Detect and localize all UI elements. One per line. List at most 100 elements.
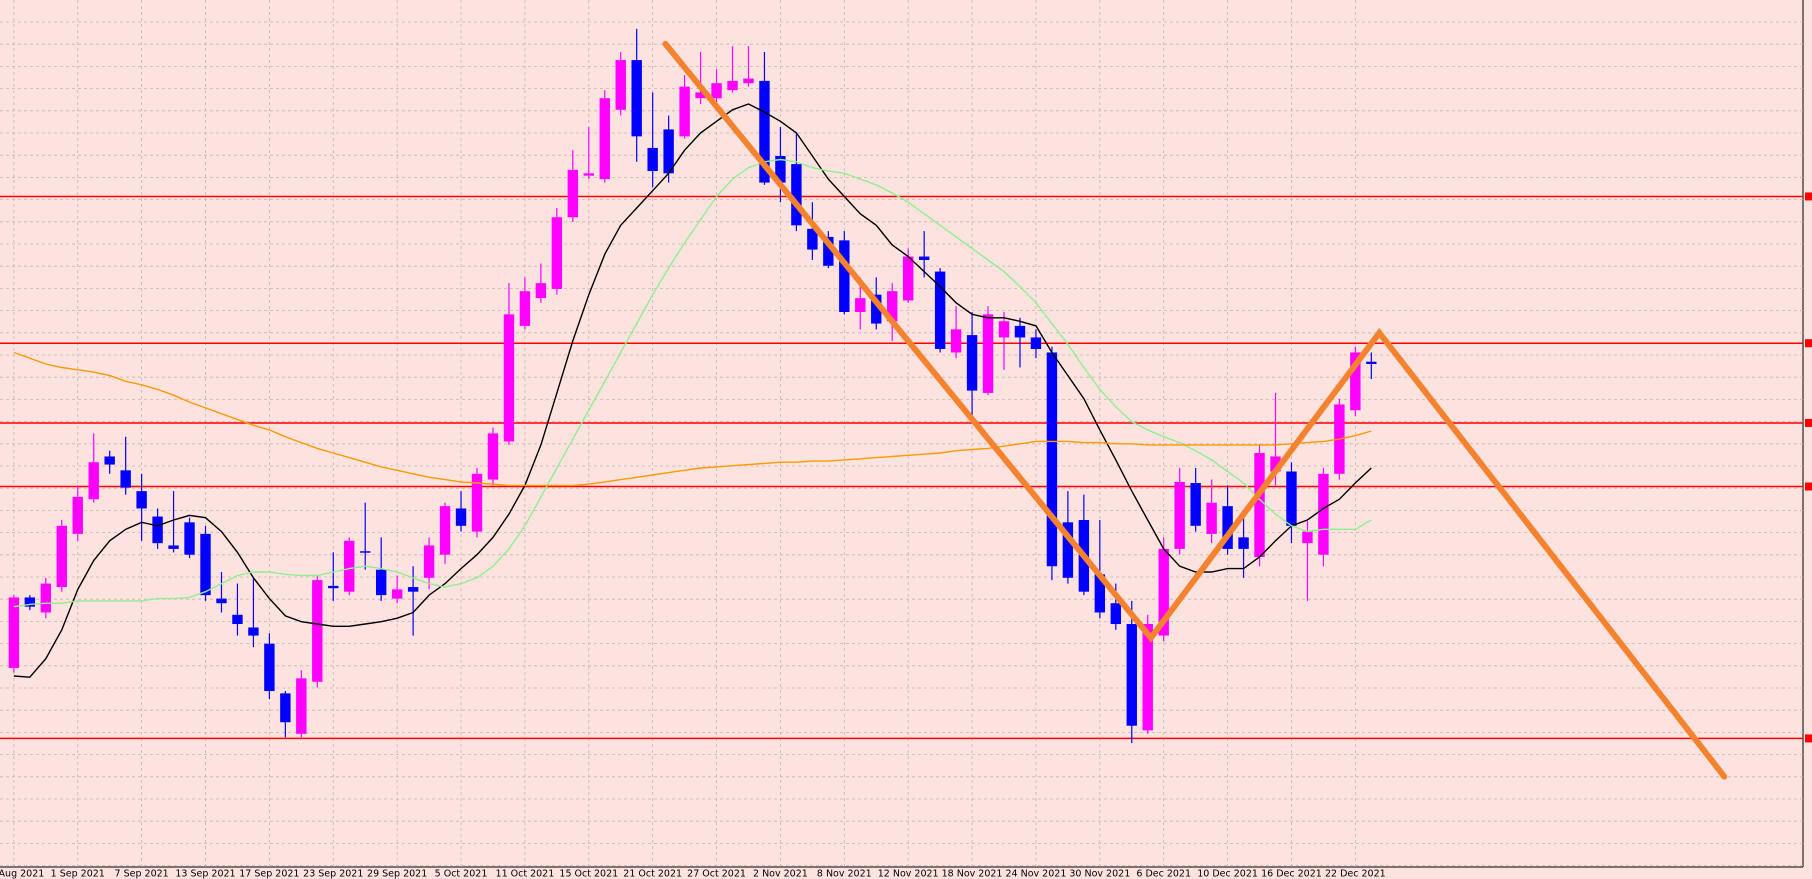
candle-body <box>439 506 451 555</box>
candle-body <box>216 598 227 604</box>
candle-body <box>679 86 690 137</box>
candle-body <box>248 627 259 636</box>
candle-body <box>743 78 754 84</box>
x-tick-label: 15 Oct 2021 <box>559 869 618 879</box>
candle-body <box>519 291 531 326</box>
moving-average-line <box>13 158 1372 608</box>
x-tick-label: 29 Sep 2021 <box>367 869 427 879</box>
candle-body <box>711 83 722 99</box>
candle-body <box>1254 452 1265 557</box>
moving-average-line <box>13 351 1372 487</box>
candle-body <box>344 540 355 592</box>
candle-body <box>487 433 499 480</box>
candle-body <box>120 470 131 488</box>
candle-body <box>455 508 467 526</box>
x-tick-label: 21 Oct 2021 <box>623 869 682 879</box>
candle-body <box>615 60 626 110</box>
candle-body <box>391 589 403 599</box>
candle-body <box>647 147 658 172</box>
candle-body <box>998 321 1010 338</box>
x-tick-label: 16 Dec 2021 <box>1261 869 1322 879</box>
candle-body <box>1126 624 1137 726</box>
candle-body <box>855 298 866 313</box>
candle-body <box>1030 337 1042 349</box>
candle-body <box>567 169 579 218</box>
x-tick-label: 5 Oct 2021 <box>435 869 488 879</box>
candle-body <box>1190 483 1201 526</box>
candle-body <box>1318 473 1329 555</box>
candle-body <box>1222 506 1233 549</box>
candle-body <box>1174 481 1185 549</box>
candle-body <box>72 496 83 534</box>
trend-line <box>662 40 1728 780</box>
candle-body <box>982 314 994 393</box>
candle-body <box>1110 603 1121 625</box>
candle-body <box>40 583 52 613</box>
x-tick-label: 26 Aug 2021 <box>0 869 44 879</box>
candle-body <box>535 283 547 299</box>
candle-body <box>1014 325 1026 338</box>
candle-body <box>168 545 179 549</box>
candle-body <box>152 516 163 544</box>
candle-body <box>966 335 978 391</box>
x-tick-label: 11 Oct 2021 <box>496 869 555 879</box>
x-tick-label: 17 Sep 2021 <box>239 869 299 879</box>
x-tick-label: 22 Dec 2021 <box>1325 869 1386 879</box>
candle-body <box>918 256 930 261</box>
candle-body <box>823 236 834 266</box>
candle-body <box>328 585 339 589</box>
x-tick-label: 24 Nov 2021 <box>1006 869 1067 879</box>
candle-body <box>104 456 115 465</box>
candle-body <box>312 580 323 682</box>
candle-body <box>232 614 243 625</box>
candle-body <box>1046 352 1058 567</box>
level-marker <box>1805 482 1812 491</box>
x-tick-label: 30 Nov 2021 <box>1069 869 1130 879</box>
candle-body <box>1142 624 1153 731</box>
level-marker <box>1805 418 1812 427</box>
x-tick-label: 6 Dec 2021 <box>1136 869 1191 879</box>
candle-body <box>934 271 946 349</box>
candle-body <box>631 60 642 137</box>
candle-body <box>1366 361 1377 365</box>
candle-body <box>423 545 435 578</box>
candle-body <box>200 533 211 596</box>
level-marker <box>1805 339 1812 348</box>
candle-body <box>551 217 563 289</box>
candle-body <box>599 98 610 180</box>
x-tick-label: 8 Nov 2021 <box>817 869 872 879</box>
x-tick-label: 10 Dec 2021 <box>1197 869 1258 879</box>
candle-body <box>264 643 275 692</box>
x-tick-label: 1 Sep 2021 <box>51 869 105 879</box>
candle-body <box>1286 471 1297 526</box>
candle-body <box>296 678 307 734</box>
candle-body <box>663 129 674 174</box>
candle-body <box>88 462 99 500</box>
candle-body <box>1158 548 1169 636</box>
candle-body <box>503 314 515 442</box>
candle-body <box>184 522 195 555</box>
x-tick-label: 27 Oct 2021 <box>687 869 746 879</box>
candle-body <box>902 256 914 301</box>
candle-body <box>136 491 147 509</box>
candle-body <box>727 80 738 91</box>
candle-body <box>871 294 882 324</box>
candle-body <box>56 525 67 588</box>
candle-body <box>407 587 419 592</box>
candle-body <box>8 597 20 668</box>
candle-body <box>1302 531 1313 544</box>
candle-body <box>471 473 483 532</box>
candle-body <box>280 693 291 723</box>
x-tick-label: 7 Sep 2021 <box>115 869 169 879</box>
candle-body <box>839 240 850 313</box>
candle-body <box>759 80 770 183</box>
candle-body <box>887 291 898 322</box>
candle-body <box>950 329 962 353</box>
candle-body <box>1350 352 1361 411</box>
candle-body <box>1094 574 1106 613</box>
candle-body <box>791 164 802 226</box>
candle-body <box>695 92 706 99</box>
candle-body <box>1270 456 1281 472</box>
